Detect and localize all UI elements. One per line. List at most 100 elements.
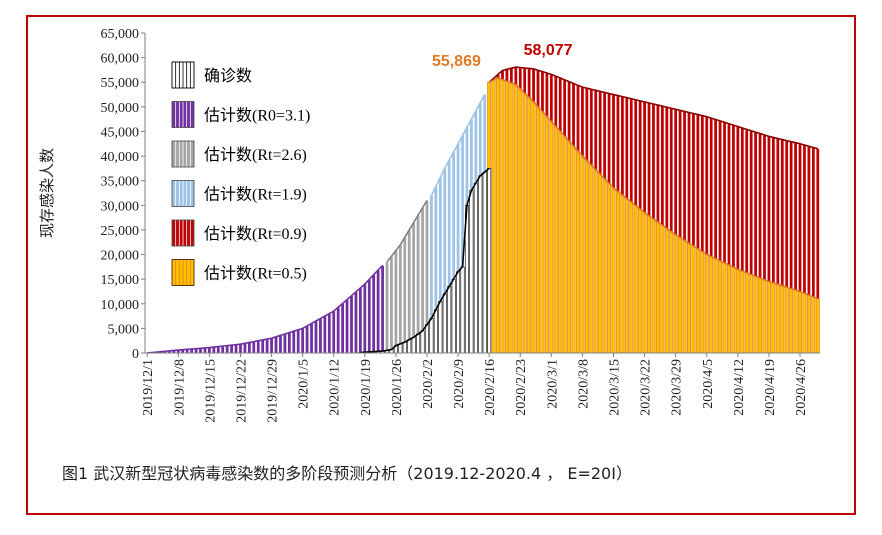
series-1-bar <box>700 251 705 354</box>
series-1-bar <box>673 234 678 354</box>
series-2-bar <box>269 337 274 354</box>
legend-item: 估计数(R0=3.1) <box>171 101 310 128</box>
series-2-bar <box>216 346 221 354</box>
series-1-bar <box>766 281 771 354</box>
series-2-bar <box>278 335 283 354</box>
series-5-bar <box>447 286 452 354</box>
axes-layer: 0 5,000 10,000 15,000 20,000 25,000 30,000 35,0… <box>38 27 820 423</box>
series-1-bar <box>549 121 554 354</box>
series-2-bar <box>242 342 247 354</box>
y-tick-label: 15,000 <box>101 273 140 288</box>
series-5-bar <box>442 293 447 354</box>
x-tick-label: 2019/12/15 <box>203 359 218 423</box>
series-5-bar <box>433 309 438 354</box>
x-tick-label: 2020/3/15 <box>608 359 623 416</box>
series-2-bar <box>238 343 243 354</box>
series-2-bar <box>349 295 354 354</box>
series-1-bar <box>678 237 683 354</box>
y-tick-label: 45,000 <box>101 125 140 140</box>
series-5-bar <box>424 324 429 354</box>
series-1-bar <box>504 81 509 354</box>
legend-label: 估计数(R0=3.1) <box>204 107 310 125</box>
series-1-bar <box>784 286 789 354</box>
series-3-bar <box>398 244 403 354</box>
peak-label: 55,869 <box>432 53 481 70</box>
series-2-bar <box>345 299 350 354</box>
series-3-bar <box>385 261 390 354</box>
series-5-bar <box>451 278 456 354</box>
series-1-bar <box>718 260 723 354</box>
series-1-bar <box>531 101 536 354</box>
series-1-bar <box>815 298 820 354</box>
series-5-bar <box>411 336 416 354</box>
series-1-bar <box>575 150 580 354</box>
series-5-bar <box>456 271 461 354</box>
series-1-bar <box>571 145 576 354</box>
series-5-bar <box>402 341 407 354</box>
series-1-bar <box>620 194 625 354</box>
x-tick-label: 2019/12/8 <box>172 359 187 416</box>
series-5-bar <box>416 333 421 354</box>
series-1-bar <box>691 245 696 354</box>
series-1-bar <box>598 174 603 354</box>
series-1-bar <box>775 284 780 354</box>
series-1-bar <box>518 88 523 354</box>
series-1-bar <box>633 205 638 354</box>
series-1-bar <box>558 131 563 354</box>
series-1-bar <box>660 225 665 354</box>
series-5-line <box>360 167 490 354</box>
series-2-bar <box>358 287 363 354</box>
legend-swatch-border <box>171 101 195 128</box>
series-1-bar <box>651 218 656 354</box>
series-1-bar <box>669 231 674 354</box>
legend-label: 估计数(Rt=0.9) <box>204 225 307 243</box>
series-1-bar <box>682 240 687 354</box>
series-2-bar <box>287 332 292 354</box>
series-2-bar <box>251 341 256 354</box>
series-1-bar <box>771 282 776 354</box>
series-2-bar <box>274 336 279 354</box>
series-3-line <box>386 199 428 263</box>
y-tick-label: 60,000 <box>101 52 140 67</box>
figure-frame <box>26 15 856 515</box>
y-tick-label: 40,000 <box>101 150 140 165</box>
series-2-bar <box>282 333 287 354</box>
series-1-bar <box>713 258 718 354</box>
x-tick-label: 2020/3/22 <box>639 359 654 416</box>
series-2-bar <box>291 330 296 354</box>
series-1-bar <box>584 160 589 354</box>
series-2-bar <box>371 274 376 354</box>
series-1-bar <box>687 242 691 354</box>
series-1-bar <box>615 191 620 354</box>
series-2-bar <box>225 345 230 354</box>
series-1-bar <box>647 215 652 354</box>
series-1-bar <box>602 178 607 354</box>
series-2-bar <box>305 325 310 354</box>
series-1-bar <box>762 279 767 354</box>
series-1-bar <box>607 183 612 354</box>
figure-caption: 图1 武汉新型冠状病毒感染数的多阶段预测分析（2019.12-2020.4 ， … <box>62 464 632 483</box>
series-1-bar <box>704 254 709 354</box>
series-3-bar <box>407 229 412 354</box>
series-5-bar <box>438 301 443 354</box>
series-1-bar <box>553 126 558 354</box>
series-2-bar <box>353 291 358 354</box>
series-1-bar <box>749 274 754 354</box>
x-tick-label: 2019/12/29 <box>266 359 281 423</box>
legend-swatch-border <box>171 180 195 207</box>
series-1-bar <box>726 264 731 354</box>
y-tick-label: 5,000 <box>108 322 140 337</box>
x-tick-label: 2020/2/2 <box>421 359 436 409</box>
series-1-bar <box>544 116 549 354</box>
series-2-bar <box>247 342 252 354</box>
series-4-line <box>430 94 486 196</box>
y-tick-label: 10,000 <box>101 298 140 313</box>
series-1-bar <box>793 289 798 354</box>
series-1-bar <box>655 221 660 354</box>
series-2-bar <box>309 323 314 354</box>
series-3-bar <box>393 250 398 354</box>
series-1-bar <box>496 77 501 354</box>
series-3-bar <box>402 237 407 354</box>
x-tick-label: 2020/4/12 <box>732 359 747 416</box>
x-tick-label: 2020/1/19 <box>359 359 374 416</box>
